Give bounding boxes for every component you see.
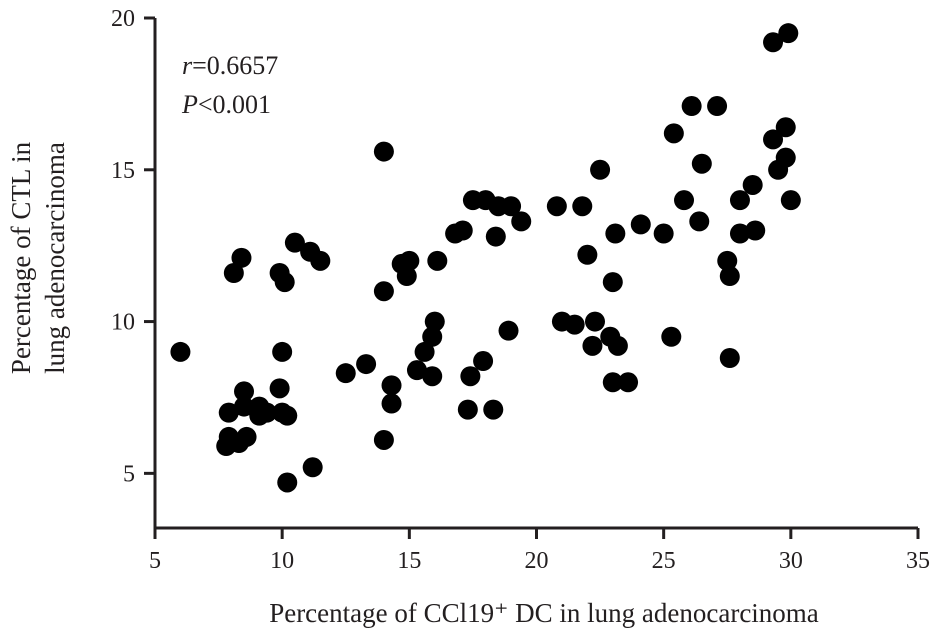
data-point	[719, 348, 740, 368]
y-axis-title-line-2: lung adenocarcinoma	[40, 142, 70, 374]
data-point	[607, 335, 628, 356]
data-point	[763, 32, 784, 53]
data-point	[414, 341, 435, 362]
data-point	[373, 429, 394, 450]
data-point	[277, 472, 298, 493]
data-point	[427, 250, 448, 271]
data-point	[577, 244, 598, 265]
data-point	[272, 341, 293, 362]
data-point	[546, 196, 567, 217]
data-point	[602, 372, 623, 393]
r-value: =0.6657	[192, 51, 278, 80]
data-point	[399, 250, 420, 271]
data-point	[452, 220, 473, 241]
data-point	[274, 272, 295, 293]
x-tick-label: 15	[397, 548, 421, 574]
data-point	[618, 372, 639, 393]
x-tick-label: 25	[652, 548, 676, 574]
p-symbol: P	[181, 90, 198, 119]
data-point	[234, 381, 255, 402]
data-point	[236, 426, 257, 447]
x-axis-title: Percentage of CCl19⁺ DC in lung adenocar…	[269, 598, 819, 628]
p-value-annotation: P<0.001	[181, 90, 271, 119]
data-point	[605, 223, 626, 244]
data-point	[218, 402, 239, 423]
data-points	[170, 23, 801, 493]
data-point	[381, 375, 402, 396]
data-point	[564, 314, 585, 335]
data-point	[302, 457, 323, 478]
data-point	[572, 196, 593, 217]
data-point	[223, 263, 244, 283]
data-point	[584, 311, 605, 332]
data-point	[356, 354, 377, 375]
data-point	[310, 250, 331, 271]
data-point	[234, 396, 255, 417]
data-point	[778, 23, 799, 44]
r-symbol: r	[182, 51, 193, 80]
data-point	[590, 159, 611, 180]
data-point	[381, 393, 402, 414]
p-value: <0.001	[198, 90, 271, 119]
data-point	[653, 223, 674, 244]
data-point	[277, 405, 298, 426]
data-point	[729, 190, 750, 211]
data-point	[763, 129, 784, 150]
data-point	[473, 351, 494, 372]
data-point	[231, 247, 252, 268]
y-axis-ticks: 5 10 15 20	[111, 6, 155, 487]
x-tick-label: 35	[906, 548, 930, 574]
data-point	[335, 363, 356, 384]
data-point	[661, 326, 682, 347]
data-point	[483, 399, 504, 420]
data-point	[602, 272, 623, 293]
data-point	[707, 96, 728, 117]
data-point	[663, 123, 684, 144]
data-point	[396, 266, 417, 287]
data-point	[269, 378, 290, 399]
y-tick-label: 20	[111, 6, 135, 32]
data-point	[775, 147, 796, 168]
data-point	[511, 211, 532, 232]
data-point	[719, 266, 740, 287]
data-point	[674, 190, 695, 211]
data-point	[422, 366, 443, 387]
data-point	[422, 326, 443, 347]
data-point	[775, 117, 796, 138]
data-point	[501, 196, 522, 217]
x-tick-label: 5	[149, 548, 161, 574]
data-point	[457, 399, 478, 420]
correlation-annotation: r=0.6657	[182, 51, 278, 80]
data-point	[498, 320, 519, 341]
data-point	[745, 220, 766, 241]
data-point	[717, 250, 738, 271]
x-tick-label: 20	[525, 548, 549, 574]
x-tick-label: 30	[779, 548, 803, 574]
data-point	[406, 360, 427, 381]
data-point	[373, 141, 394, 162]
x-tick-label: 10	[270, 548, 294, 574]
data-point	[742, 174, 763, 195]
axes: 5 10 15 20 25 30 35 5 10 15 20	[111, 6, 930, 574]
y-tick-label: 10	[111, 310, 135, 336]
data-point	[460, 366, 481, 387]
x-axis-ticks: 5 10 15 20 25 30 35	[149, 528, 930, 574]
data-point	[681, 96, 702, 117]
data-point	[256, 402, 277, 423]
data-point	[630, 214, 651, 235]
y-tick-label: 15	[111, 158, 135, 184]
data-point	[485, 226, 506, 247]
data-point	[424, 311, 445, 332]
data-point	[284, 232, 305, 253]
data-point	[691, 153, 712, 174]
data-point	[780, 190, 801, 211]
y-axis-title-line-1: Percentage of CTL in	[6, 141, 36, 374]
data-point	[582, 335, 603, 356]
data-point	[373, 281, 394, 302]
y-tick-label: 5	[123, 461, 135, 487]
data-point	[689, 211, 710, 232]
data-point	[729, 223, 750, 244]
data-point	[170, 341, 191, 362]
